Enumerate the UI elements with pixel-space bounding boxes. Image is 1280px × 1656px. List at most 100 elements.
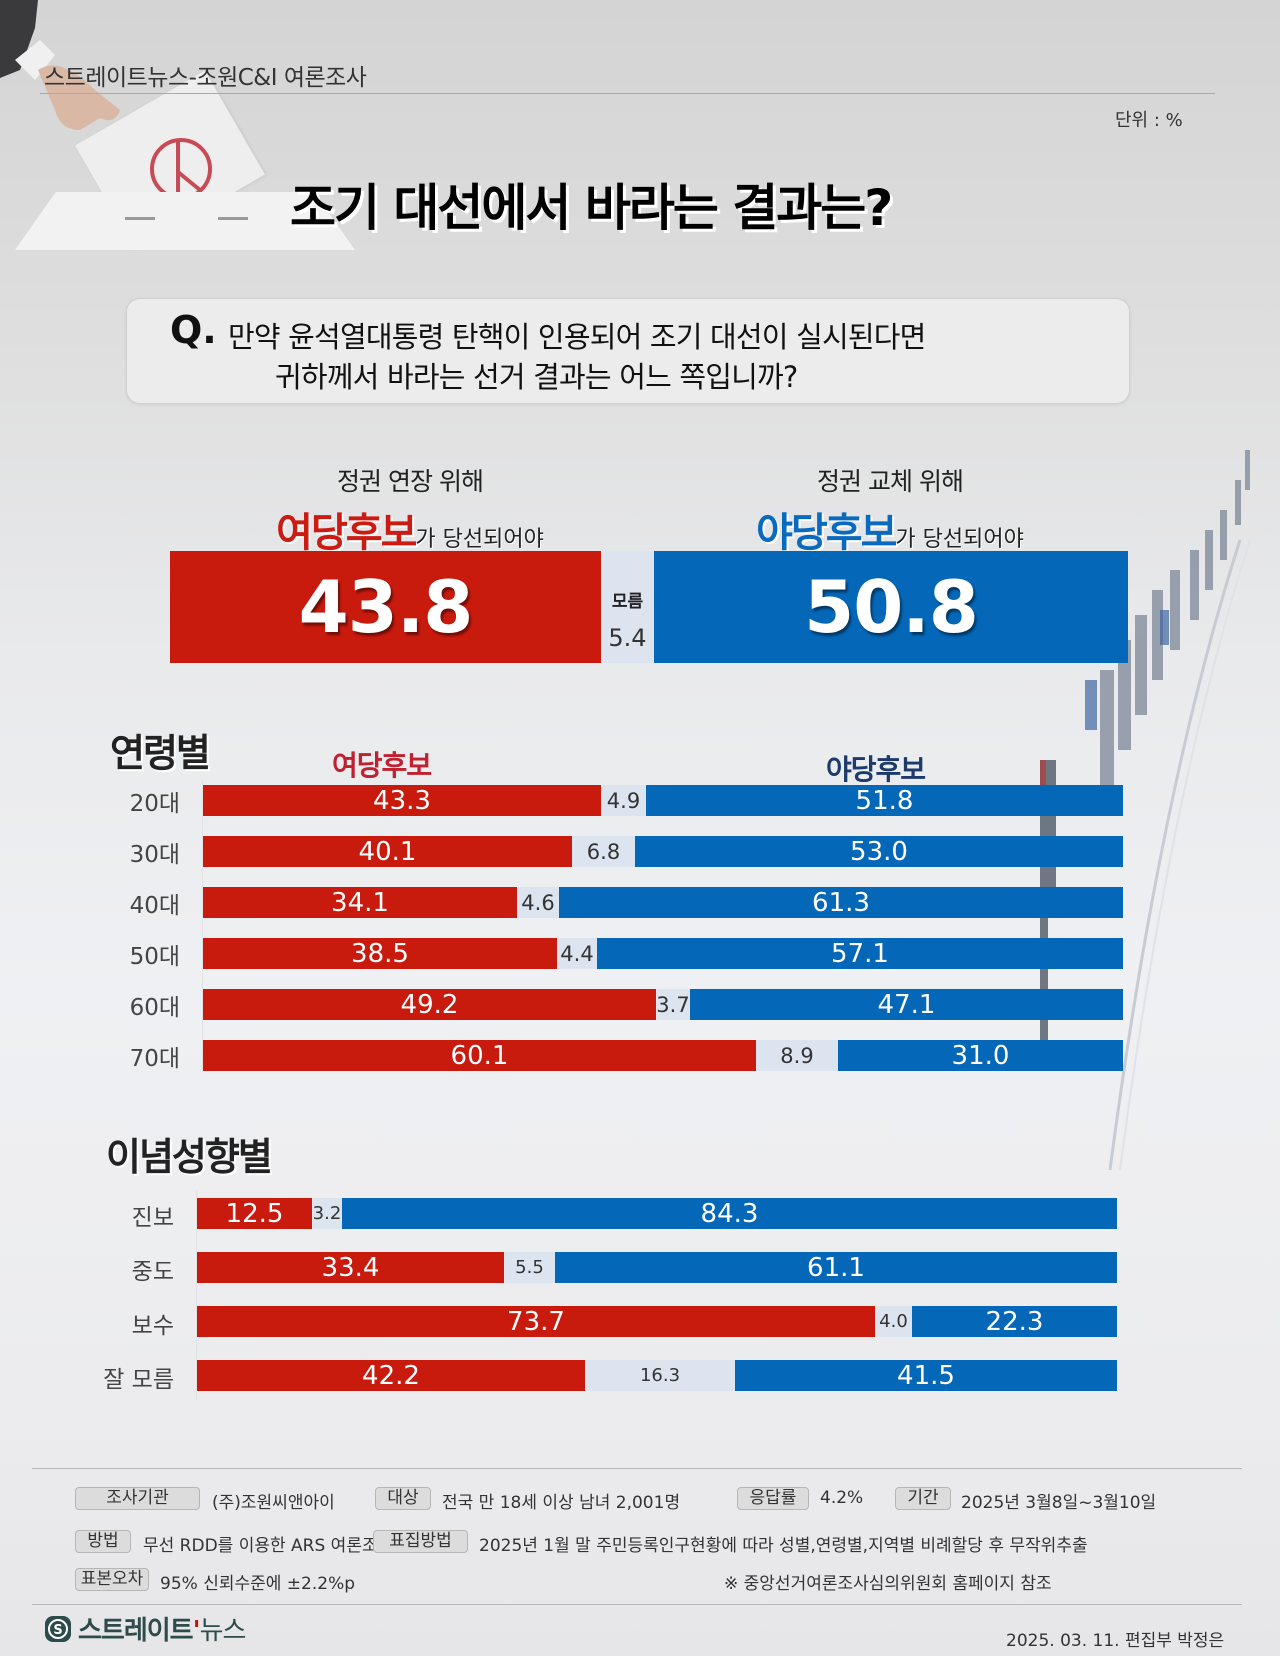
ruling-segment: 40.1	[203, 836, 572, 867]
opposition-subtitle: 정권 교체 위해	[817, 467, 964, 496]
age-row-bar: 43.3 4.9 51.8	[203, 785, 1123, 816]
tag-sampling: 표집방법	[373, 1530, 468, 1553]
headline-dontknow-segment	[601, 551, 654, 663]
age-row-bar: 49.2 3.7 47.1	[203, 989, 1123, 1020]
hand-icon	[0, 0, 120, 130]
ideology-row-label: 진보	[131, 1205, 174, 1231]
ruling-candidate-label: 여당후보	[276, 510, 417, 556]
ruling-segment: 43.3	[203, 785, 601, 816]
headline-ruling-value: 43.8	[170, 551, 601, 663]
age-section-title: 연령별	[110, 731, 211, 775]
age-axis	[202, 780, 203, 1072]
ruling-segment: 12.5	[197, 1198, 312, 1229]
ruling-heading: 여당후보가 당선되어야	[170, 500, 650, 558]
ruling-segment: 60.1	[203, 1040, 756, 1071]
dontknow-segment: 3.7	[656, 989, 690, 1020]
headline-opposition-value: 50.8	[654, 551, 1128, 663]
opposition-heading: 야당후보가 당선되어야	[650, 500, 1130, 558]
tag-target: 대상	[375, 1487, 431, 1510]
age-row-bar: 40.1 6.8 53.0	[203, 836, 1123, 867]
ideology-row-bar: 12.5 3.2 84.3	[197, 1198, 1117, 1229]
ideology-row-label: 중도	[131, 1259, 174, 1285]
ideology-row-bar: 33.4 5.5 61.1	[197, 1252, 1117, 1283]
unit-label: 단위 : %	[1115, 110, 1183, 131]
ruling-subtitle: 정권 연장 위해	[337, 467, 484, 496]
dontknow-segment: 4.0	[875, 1306, 912, 1337]
sampling-value: 2025년 1월 말 주민등록인구현황에 따라 성별,연령별,지역별 비례할당 …	[479, 1536, 1088, 1556]
response-rate-value: 4.2%	[820, 1488, 864, 1508]
headline-dontknow-value: 5.4	[608, 624, 647, 652]
opposition-segment: 57.1	[597, 938, 1123, 969]
ideology-axis	[196, 1190, 197, 1400]
age-row-label: 30대	[129, 842, 180, 868]
tag-margin-error: 표본오차	[75, 1568, 149, 1591]
dontknow-segment: 4.9	[601, 785, 646, 816]
logo-mark-icon: S	[45, 1615, 71, 1642]
age-row-label: 60대	[129, 995, 180, 1021]
age-row-label: 40대	[129, 893, 180, 919]
legend-ruling: 여당후보	[332, 749, 432, 782]
logo-tail: 뉴스	[199, 1616, 247, 1646]
ballot-slot	[218, 217, 248, 220]
crowd-illustration	[1040, 450, 1251, 1170]
opposition-segment: 22.3	[912, 1306, 1117, 1337]
age-row-bar: 60.1 8.9 31.0	[203, 1040, 1123, 1071]
logo-apostrophe: '	[192, 1616, 201, 1646]
method-value: 무선 RDD를 이용한 ARS 여론조사	[143, 1536, 394, 1556]
age-row-label: 20대	[129, 791, 180, 817]
opposition-candidate-label: 야당후보	[756, 510, 897, 556]
ruling-segment: 49.2	[203, 989, 656, 1020]
tag-agency: 조사기관	[75, 1487, 200, 1510]
date-credit: 2025. 03. 11. 편집부 박정은	[1006, 1631, 1225, 1651]
opposition-segment: 53.0	[635, 836, 1123, 867]
legend-opposition: 야당후보	[826, 753, 926, 786]
opposition-segment: 31.0	[838, 1040, 1123, 1071]
opposition-segment: 61.3	[559, 887, 1123, 918]
footer-divider	[32, 1604, 1242, 1605]
footer-divider	[32, 1468, 1242, 1469]
ruling-segment: 33.4	[197, 1252, 504, 1283]
age-row-label: 50대	[129, 944, 180, 970]
opposition-segment: 61.1	[555, 1252, 1117, 1283]
tag-response-rate: 응답률	[737, 1487, 809, 1510]
ruling-segment: 42.2	[197, 1360, 585, 1391]
age-row-bar: 38.5 4.4 57.1	[203, 938, 1123, 969]
ballot-box	[15, 192, 355, 250]
question-box	[126, 298, 1130, 404]
margin-error-value: 95% 신뢰수준에 ±2.2%p	[160, 1574, 356, 1594]
age-row-bar: 34.1 4.6 61.3	[203, 887, 1123, 918]
brand-logo: S 스트레이트'뉴스	[44, 1610, 247, 1647]
ideology-row-label: 잘 모름	[103, 1367, 174, 1393]
headline-dontknow-label: 모름	[611, 592, 644, 612]
source-title: 스트레이트뉴스-조원C&I 여론조사	[44, 65, 367, 91]
opposition-suffix: 가 당선되어야	[895, 527, 1024, 552]
dontknow-segment: 4.4	[557, 938, 597, 969]
target-value: 전국 만 18세 이상 남녀 2,001명	[442, 1493, 681, 1513]
headline-bar: 43.8 50.8	[170, 551, 1128, 663]
tag-period: 기간	[895, 1487, 951, 1510]
logo-text: 스트레이트'뉴스	[78, 1610, 247, 1647]
ideology-row-bar: 73.7 4.0 22.3	[197, 1306, 1117, 1337]
logo-main: 스트레이트	[78, 1616, 194, 1646]
ruling-suffix: 가 당선되어야	[415, 527, 544, 552]
dontknow-segment: 3.2	[312, 1198, 342, 1229]
opposition-segment: 84.3	[342, 1198, 1117, 1229]
agency-value: (주)조원씨앤아이	[212, 1493, 335, 1513]
ideology-section-title: 이념성향별	[106, 1135, 273, 1179]
source-note: ※ 중앙선거여론조사심의위원회 홈페이지 참조	[724, 1574, 1052, 1594]
dontknow-segment: 5.5	[504, 1252, 555, 1283]
tag-method: 방법	[75, 1530, 131, 1553]
question-mark: Q.	[170, 308, 217, 352]
header-divider	[40, 93, 1215, 94]
ideology-row-label: 보수	[131, 1313, 174, 1339]
ruling-segment: 38.5	[203, 938, 557, 969]
question-line-2: 귀하께서 바라는 선거 결과는 어느 쪽입니까?	[275, 360, 798, 394]
opposition-segment: 47.1	[690, 989, 1123, 1020]
svg-text:S: S	[53, 1623, 62, 1638]
dontknow-segment: 4.6	[517, 887, 559, 918]
ideology-row-bar: 42.2 16.3 41.5	[197, 1360, 1117, 1391]
page-title: 조기 대선에서 바라는 결과는?	[290, 179, 893, 237]
question-line-1: 만약 윤석열대통령 탄핵이 인용되어 조기 대선이 실시된다면	[228, 320, 926, 354]
period-value: 2025년 3월8일~3월10일	[961, 1493, 1157, 1513]
opposition-segment: 41.5	[735, 1360, 1117, 1391]
